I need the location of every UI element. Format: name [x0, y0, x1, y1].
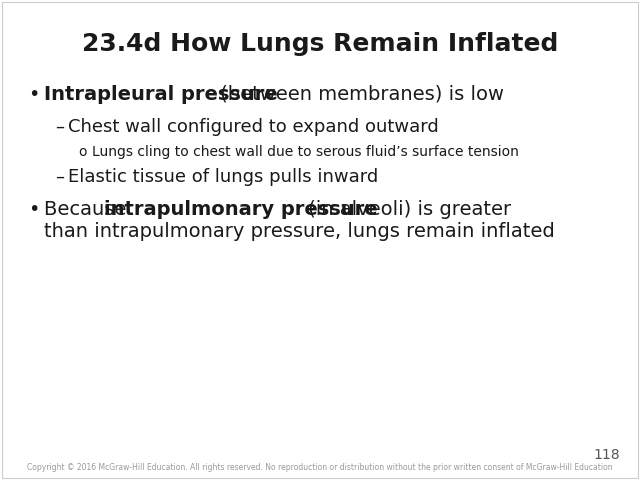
Text: Because: Because [44, 200, 132, 219]
Text: o: o [78, 145, 86, 159]
Text: intrapulmonary pressure: intrapulmonary pressure [104, 200, 378, 219]
Text: –: – [55, 168, 64, 186]
Text: (in alveoli) is greater: (in alveoli) is greater [302, 200, 511, 219]
Text: Lungs cling to chest wall due to serous fluid’s surface tension: Lungs cling to chest wall due to serous … [92, 145, 519, 159]
Text: Elastic tissue of lungs pulls inward: Elastic tissue of lungs pulls inward [68, 168, 378, 186]
Text: •: • [28, 85, 40, 104]
Text: –: – [55, 118, 64, 136]
Text: than intrapulmonary pressure, lungs remain inflated: than intrapulmonary pressure, lungs rema… [44, 222, 555, 241]
Text: Intrapleural pressure: Intrapleural pressure [44, 85, 278, 104]
Text: (between membranes) is low: (between membranes) is low [214, 85, 504, 104]
Text: 23.4d How Lungs Remain Inflated: 23.4d How Lungs Remain Inflated [82, 32, 558, 56]
Text: Chest wall configured to expand outward: Chest wall configured to expand outward [68, 118, 439, 136]
Text: 118: 118 [593, 448, 620, 462]
Text: Copyright © 2016 McGraw-Hill Education. All rights reserved. No reproduction or : Copyright © 2016 McGraw-Hill Education. … [27, 463, 613, 472]
Text: •: • [28, 200, 40, 219]
